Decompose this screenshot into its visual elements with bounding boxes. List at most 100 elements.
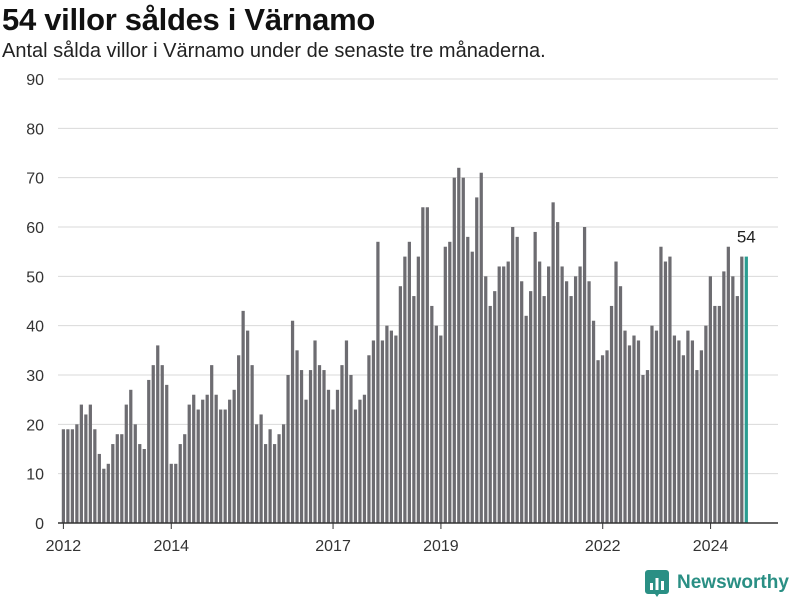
newsworthy-brand[interactable]: Newsworthy [645, 568, 789, 598]
bar [304, 399, 308, 523]
bar [717, 305, 721, 523]
bar [241, 310, 245, 523]
bar [223, 409, 227, 523]
bar [430, 305, 434, 523]
bar [133, 424, 137, 523]
bar [165, 384, 169, 523]
bar [299, 370, 304, 523]
bar [618, 286, 623, 523]
y-tick-label: 10 [26, 467, 44, 484]
bar [582, 227, 587, 523]
bar [564, 281, 569, 523]
bar [650, 325, 654, 523]
highlight-data-label: 54 [737, 228, 756, 247]
bar [654, 330, 659, 523]
bar [394, 335, 398, 523]
bar [317, 365, 322, 523]
bar [174, 463, 178, 523]
bar [277, 434, 281, 523]
bar [160, 365, 164, 523]
bar [192, 394, 196, 523]
bar [632, 335, 636, 523]
bar [228, 399, 232, 523]
y-tick-label: 60 [26, 220, 44, 237]
bar [120, 434, 124, 523]
bar [398, 286, 402, 523]
x-tick-label: 2019 [423, 538, 459, 555]
bar [344, 340, 349, 523]
bar [196, 409, 200, 523]
x-tick-label: 2014 [153, 538, 189, 555]
bar [403, 256, 407, 523]
bar [538, 261, 542, 523]
bar [259, 414, 263, 523]
bar [124, 404, 128, 523]
bar [699, 350, 704, 523]
highlight-bar [744, 256, 748, 523]
bar [461, 177, 465, 523]
y-tick-label: 0 [35, 516, 44, 533]
bar [88, 404, 92, 523]
bar [331, 409, 335, 523]
bar [425, 207, 429, 523]
bar [672, 335, 677, 523]
bar [493, 291, 497, 523]
bar [389, 330, 394, 523]
bar [690, 340, 695, 523]
bar [416, 256, 420, 523]
bar [448, 241, 452, 524]
bar [740, 256, 744, 523]
bar [560, 266, 564, 523]
bar [156, 345, 160, 523]
bar [187, 404, 191, 523]
bar [497, 266, 501, 523]
bar [605, 350, 609, 523]
bar [111, 444, 115, 523]
bar [142, 449, 146, 523]
bar [520, 281, 524, 523]
bar [704, 325, 708, 523]
bar [232, 389, 236, 523]
y-tick-label: 70 [26, 171, 44, 188]
bar [313, 340, 317, 523]
bar [268, 429, 272, 523]
bar [686, 330, 690, 523]
bar [322, 370, 326, 523]
bar [470, 251, 474, 523]
bar [479, 172, 483, 523]
bar [466, 236, 470, 523]
x-tick-label: 2024 [693, 538, 729, 555]
bar [488, 305, 492, 523]
bar [335, 389, 340, 523]
bar [349, 375, 353, 523]
bar [623, 330, 627, 523]
bar [578, 266, 582, 523]
bar [70, 429, 74, 523]
bar [326, 389, 331, 523]
bar [295, 350, 299, 523]
bar [362, 394, 367, 523]
bar [636, 340, 641, 523]
bar [385, 325, 389, 523]
bar [290, 320, 295, 523]
bar [237, 355, 241, 523]
newsworthy-logo-icon [645, 569, 669, 597]
bar [511, 227, 515, 523]
bar [641, 375, 645, 523]
bar [255, 424, 259, 523]
bar [66, 429, 70, 523]
bar [407, 241, 411, 524]
y-tick-label: 50 [26, 269, 44, 286]
x-tick-label: 2022 [585, 538, 621, 555]
bar [524, 315, 528, 523]
bar [722, 271, 726, 523]
bar [412, 296, 416, 523]
bar [452, 177, 456, 523]
bar [214, 394, 218, 523]
bar [731, 276, 735, 523]
bar [659, 246, 663, 523]
bar [591, 320, 596, 523]
bar [340, 365, 344, 523]
bar [421, 207, 425, 523]
bar [147, 379, 151, 523]
